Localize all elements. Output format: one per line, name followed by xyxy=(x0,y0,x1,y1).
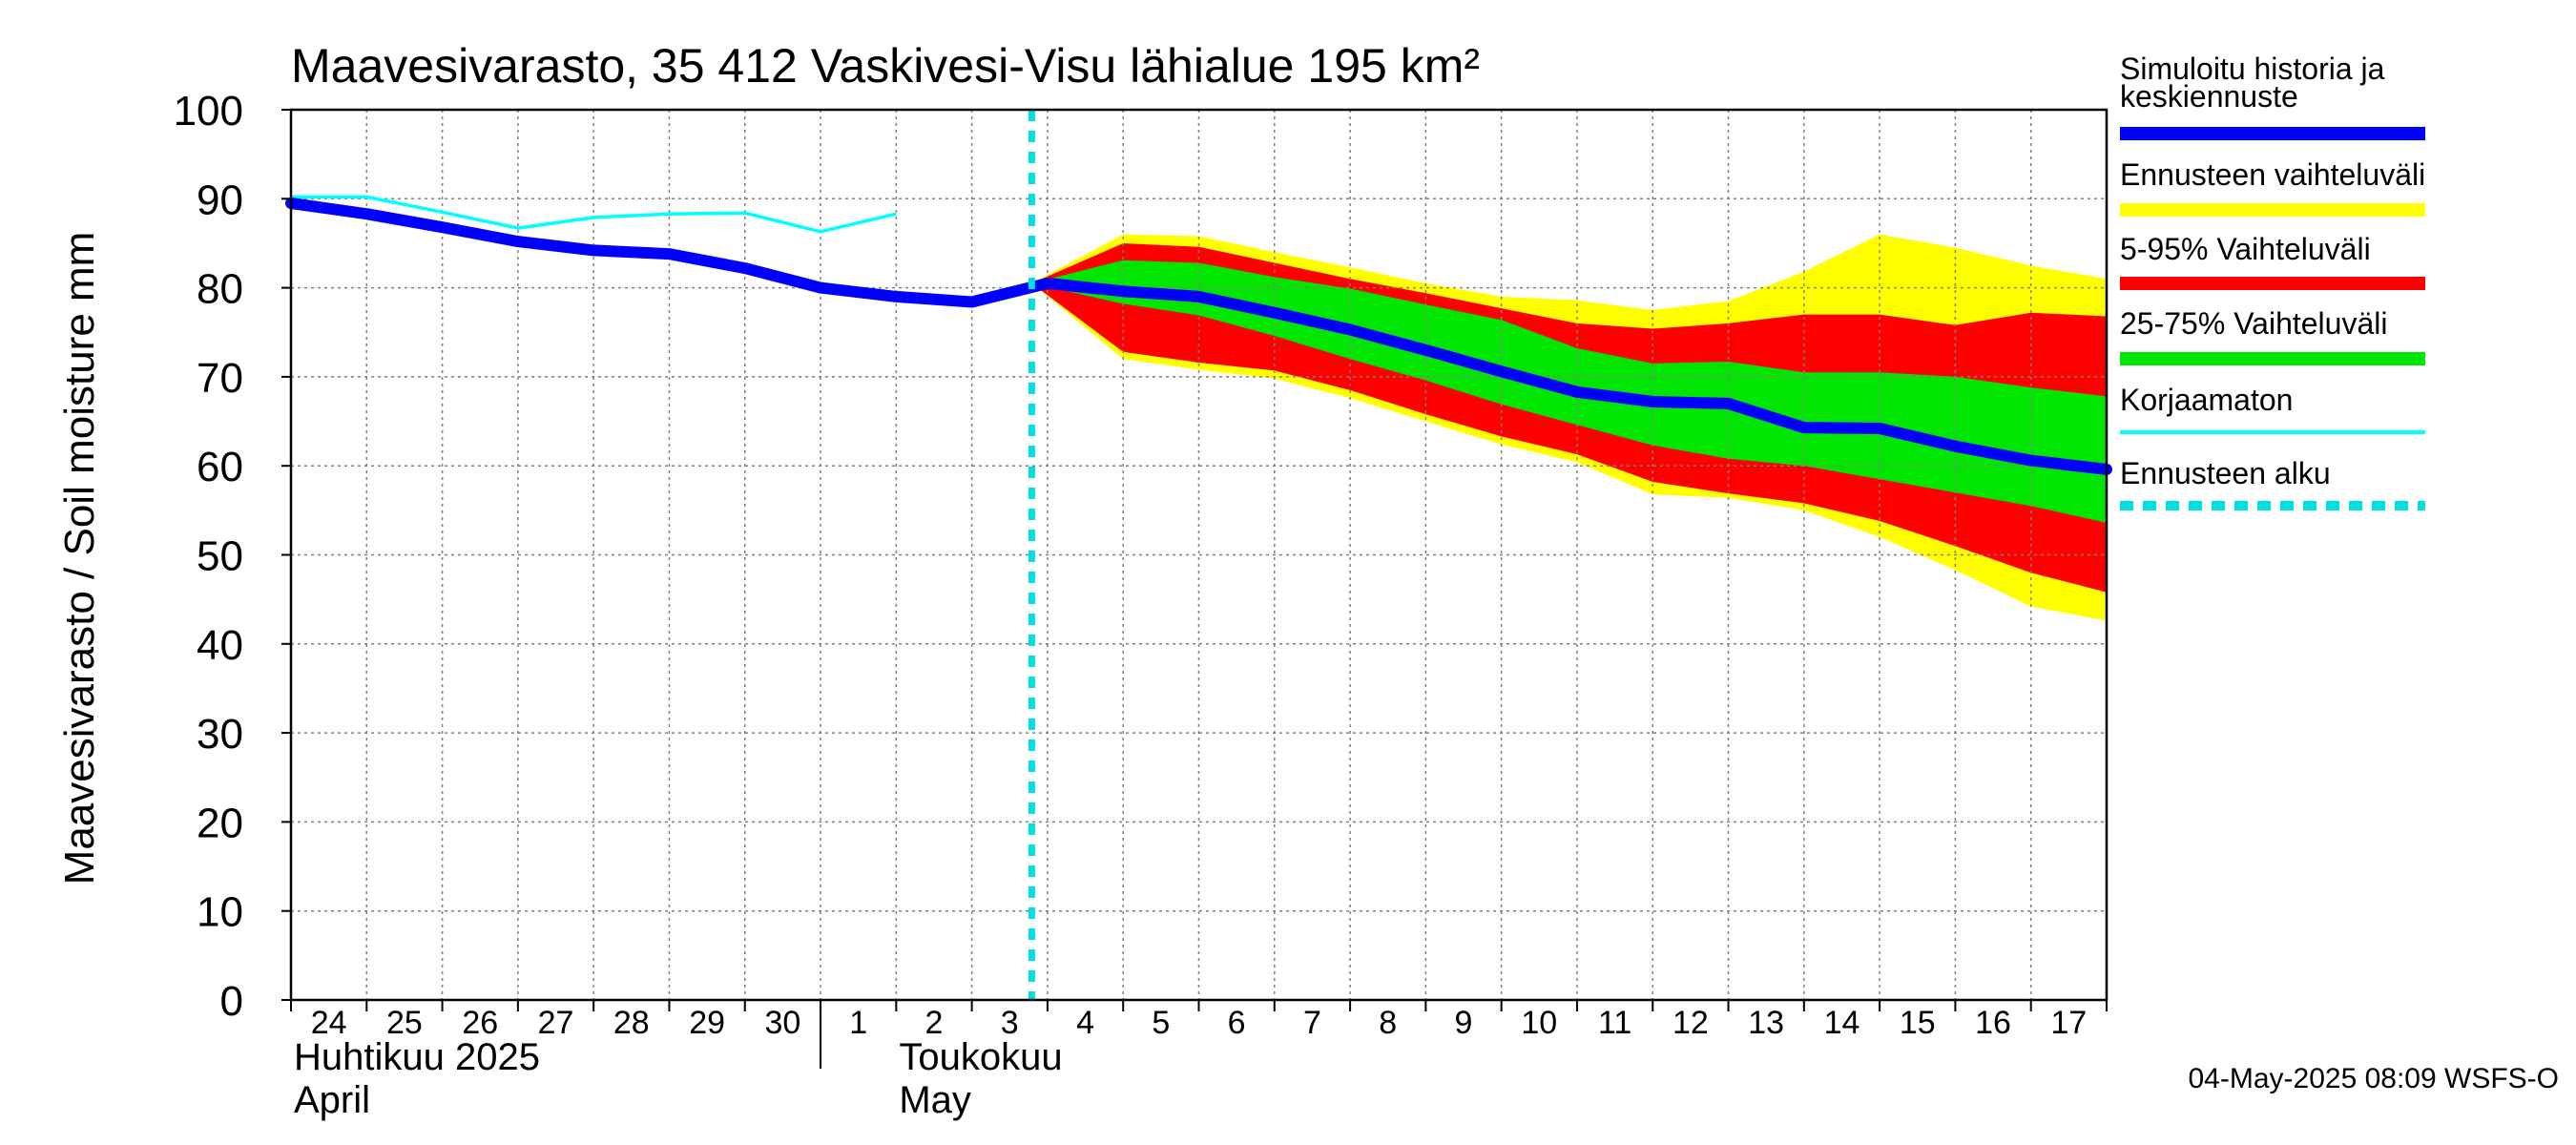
y-tick-label: 60 xyxy=(197,444,243,490)
y-tick-label: 0 xyxy=(220,978,243,1025)
x-tick-label: 26 xyxy=(462,1005,498,1041)
y-tick-label: 30 xyxy=(197,711,243,758)
footer-timestamp: 04-May-2025 08:09 WSFS-O xyxy=(2189,1063,2560,1094)
x-tick-label: 27 xyxy=(538,1005,574,1041)
x-tick-label: 16 xyxy=(1975,1005,2011,1041)
y-tick-label: 100 xyxy=(174,88,243,135)
x-tick-label: 30 xyxy=(764,1005,800,1041)
y-tick-label: 40 xyxy=(197,622,243,669)
series-lines xyxy=(285,110,2112,1000)
x-tick-label: 28 xyxy=(613,1005,650,1041)
x-tick-label: 5 xyxy=(1152,1005,1170,1041)
x-tick-label: 4 xyxy=(1076,1005,1094,1041)
y-tick-label: 80 xyxy=(197,266,243,313)
x-tick-label: 6 xyxy=(1228,1005,1246,1041)
x-tick-label: 25 xyxy=(386,1005,423,1041)
x-tick-label: 10 xyxy=(1521,1005,1557,1041)
x-tick-label: 17 xyxy=(2050,1005,2087,1041)
x-tick-label: 11 xyxy=(1598,1005,1631,1041)
month-label-en: April xyxy=(294,1079,370,1121)
legend-label-simulated: Simuloitu historia ja xyxy=(2120,52,2385,86)
month-label: Toukokuu xyxy=(899,1036,1062,1078)
x-tick-label: 14 xyxy=(1824,1005,1860,1041)
x-tick-label: 24 xyxy=(311,1005,347,1041)
y-tick-label: 90 xyxy=(197,177,243,223)
legend-label-range_full: Ennusteen vaihteluväli xyxy=(2120,157,2425,192)
month-label: Huhtikuu 2025 xyxy=(294,1036,540,1078)
legend-label-uncorrected: Korjaamaton xyxy=(2120,383,2293,417)
y-tick-label: 10 xyxy=(197,889,243,936)
legend-label-range_5_95: 5-95% Vaihteluväli xyxy=(2120,232,2371,266)
x-tick-label: 15 xyxy=(1900,1005,1936,1041)
legend-label-simulated: keskiennuste xyxy=(2120,79,2298,114)
y-tick-label: 50 xyxy=(197,533,243,580)
grid-lines xyxy=(291,110,2107,1000)
legend-label-forecast_start: Ennusteen alku xyxy=(2120,456,2331,490)
x-tick-label: 3 xyxy=(1001,1005,1019,1041)
y-tick-label: 20 xyxy=(197,800,243,846)
x-tick-label: 12 xyxy=(1672,1005,1709,1041)
x-tick-label: 13 xyxy=(1748,1005,1784,1041)
simulated-median-line xyxy=(285,198,2112,475)
x-tick-label: 29 xyxy=(689,1005,725,1041)
uncorrected-line xyxy=(291,195,897,234)
x-tick-label: 9 xyxy=(1455,1005,1473,1041)
x-tick-label: 7 xyxy=(1303,1005,1321,1041)
chart-title: Maavesivarasto, 35 412 Vaskivesi-Visu lä… xyxy=(291,39,1480,93)
y-tick-label: 70 xyxy=(197,355,243,402)
legend-label-range_25_75: 25-75% Vaihteluväli xyxy=(2120,306,2387,341)
x-tick-label: 1 xyxy=(849,1005,867,1041)
month-label-en: May xyxy=(899,1079,971,1121)
x-tick-label: 8 xyxy=(1379,1005,1397,1041)
x-tick-label: 2 xyxy=(925,1005,944,1041)
y-axis-label: Maavesivarasto / Soil moisture mm xyxy=(56,232,103,885)
